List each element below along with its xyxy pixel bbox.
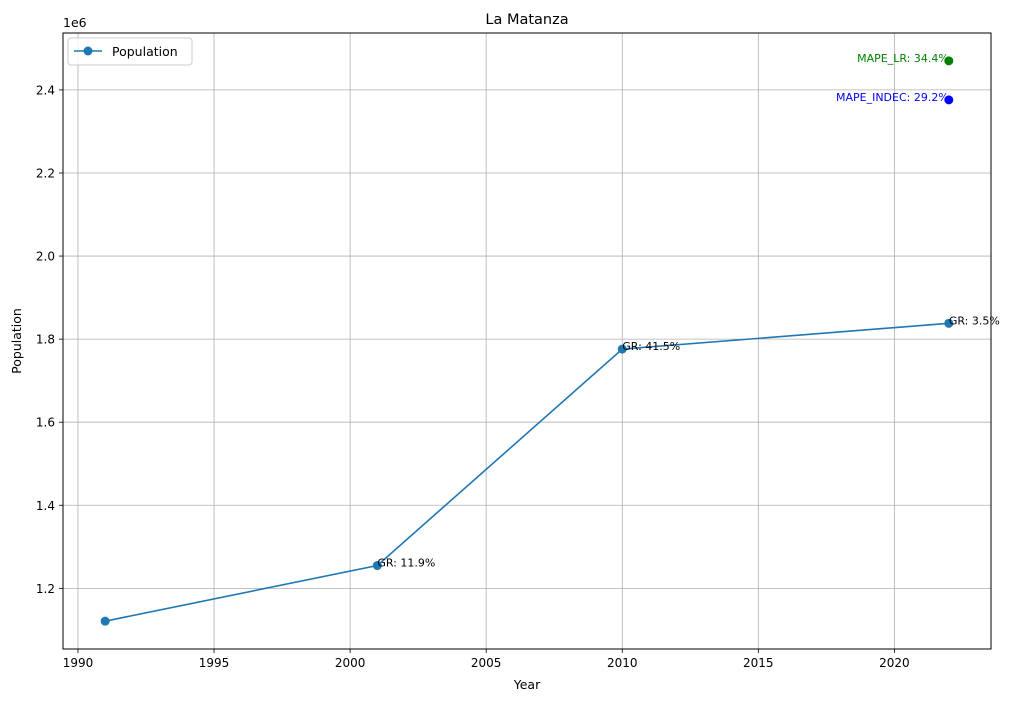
- legend-entry-population: Population: [112, 44, 178, 59]
- x-tick-label: 2015: [743, 656, 774, 670]
- legend-box: [67, 37, 193, 66]
- growth-rate-label: GR: 41.5%: [622, 340, 680, 353]
- x-tick-label: 1995: [199, 656, 230, 670]
- data-point: [944, 318, 954, 328]
- data-point: [617, 344, 627, 354]
- annotations: GR: 11.9% GR: 41.5% GR: 3.5% MAPE_LR: 34.4%…: [377, 52, 999, 570]
- y-axis-label: Population: [9, 308, 24, 374]
- chart-title: La Matanza: [485, 12, 568, 28]
- x-tick-label: 2010: [607, 656, 638, 670]
- data-point: [372, 561, 382, 571]
- y-tick-label: 1.4: [36, 499, 55, 513]
- y-tick-label: 1.2: [36, 582, 55, 596]
- y-tick-label: 1.6: [36, 416, 55, 430]
- mape-label: MAPE_LR: 34.4%: [857, 52, 949, 65]
- growth-rate-label: GR: 11.9%: [377, 557, 435, 570]
- series-line-population: [105, 322, 949, 622]
- data-point: [100, 616, 110, 626]
- axis-ticks: 1990 1995 2000 2005 2010 2015 2020 1.2 1.4 1.6 1.8…: [36, 83, 910, 670]
- mape-label: MAPE_INDEC: 29.2%: [836, 91, 949, 104]
- x-tick-label: 2000: [335, 656, 366, 670]
- x-tick-label: 2020: [879, 656, 910, 670]
- plot-frame: [62, 32, 992, 650]
- y-axis-offset-label: 1e6: [63, 15, 87, 30]
- y-tick-label: 2.4: [36, 83, 55, 97]
- legend-marker-swatch: [83, 46, 93, 56]
- mape-point: [944, 56, 954, 66]
- x-tick-label: 2005: [471, 656, 502, 670]
- x-tick-label: 1990: [63, 656, 94, 670]
- legend: Population: [67, 37, 193, 66]
- series-layer: [100, 318, 954, 626]
- y-tick-label: 1.8: [36, 333, 55, 347]
- grid-lines: [63, 33, 991, 649]
- mape-point: [944, 95, 954, 105]
- y-tick-label: 2.2: [36, 166, 55, 180]
- x-axis-label: Year: [513, 677, 541, 692]
- y-tick-label: 2.0: [36, 250, 55, 264]
- growth-rate-label: GR: 3.5%: [949, 314, 1000, 327]
